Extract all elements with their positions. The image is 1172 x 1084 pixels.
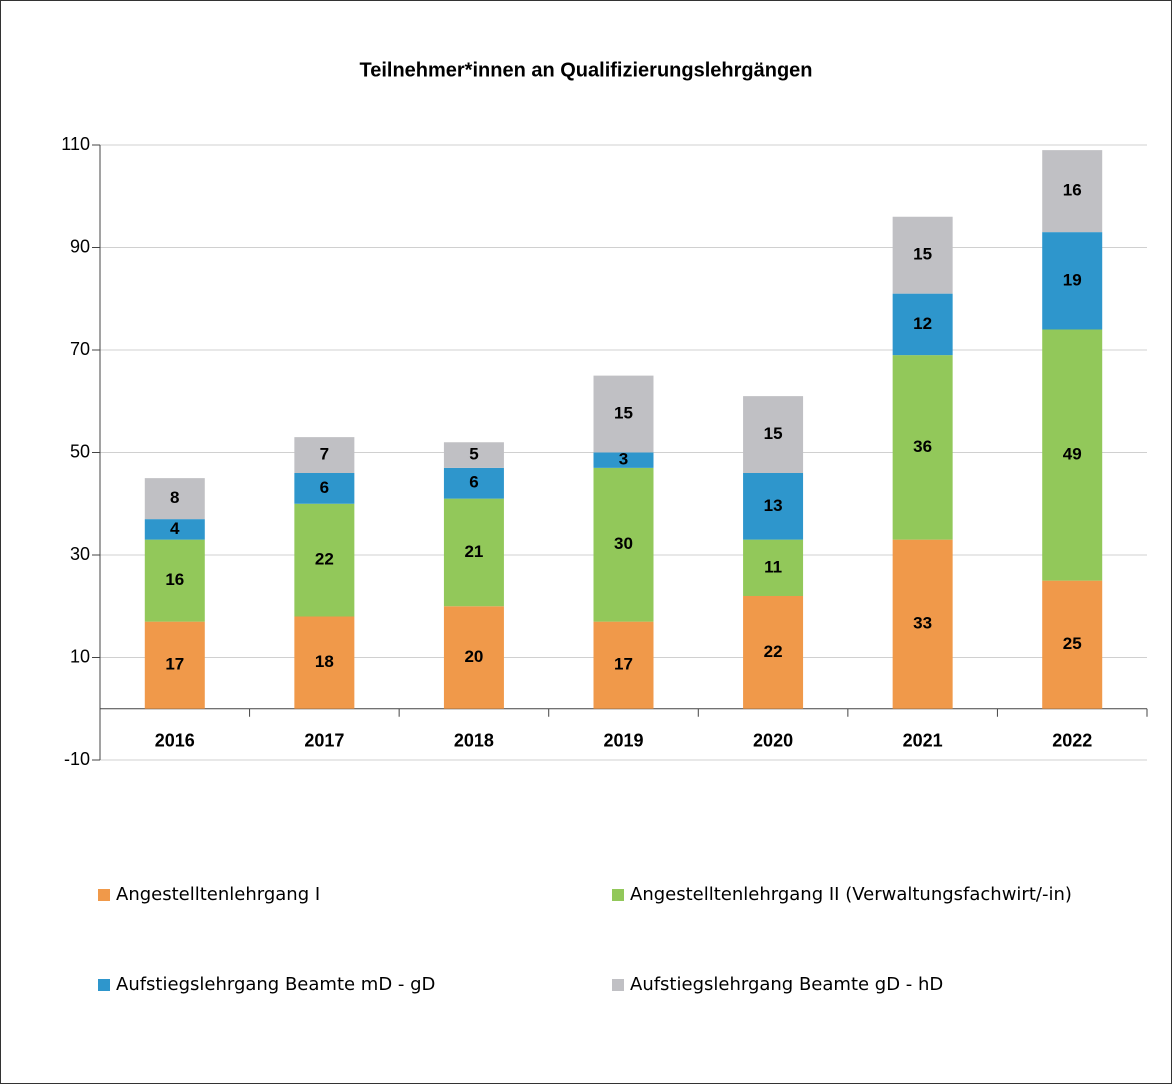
bar-segment <box>294 473 355 504</box>
bar-segment <box>892 216 953 294</box>
x-tick-label: 2016 <box>155 731 195 751</box>
y-tick-label: 50 <box>70 441 90 461</box>
data-label: 22 <box>764 642 783 661</box>
data-label: 25 <box>1063 634 1082 653</box>
y-tick-label: -10 <box>64 749 90 769</box>
bar-segment <box>892 539 953 709</box>
bar-segment <box>593 467 654 622</box>
bar-segment <box>443 442 504 468</box>
data-label: 8 <box>170 488 179 507</box>
bar-segment <box>743 396 804 473</box>
y-tick-label: 30 <box>70 544 90 564</box>
bar-segment <box>593 621 654 709</box>
data-label: 7 <box>320 445 329 464</box>
x-tick-label: 2021 <box>903 731 943 751</box>
data-label: 20 <box>464 647 483 666</box>
bar-segment <box>294 616 355 709</box>
data-label: 17 <box>165 655 184 674</box>
legend-swatch <box>612 889 624 901</box>
bar-segment <box>294 503 355 617</box>
legend-swatch <box>98 979 110 991</box>
legend-label: Angestelltenlehrgang II (Verwaltungsfach… <box>630 884 1072 905</box>
data-label: 5 <box>469 445 478 464</box>
legend-label: Angestelltenlehrgang I <box>116 884 320 905</box>
data-label: 3 <box>619 450 628 469</box>
data-label: 4 <box>170 519 180 538</box>
data-label: 19 <box>1063 270 1082 289</box>
data-label: 21 <box>464 542 483 561</box>
legend-label: Aufstiegslehrgang Beamte mD - gD <box>116 974 435 995</box>
data-label: 15 <box>614 404 633 423</box>
data-label: 11 <box>764 557 782 576</box>
bar-segment <box>1042 232 1103 330</box>
data-label: 33 <box>913 614 932 633</box>
bar-segment <box>1042 150 1103 233</box>
bar-segment <box>144 539 205 622</box>
data-label: 15 <box>913 245 932 264</box>
bar-segment <box>1042 580 1103 709</box>
legend-swatch <box>612 979 624 991</box>
bar-segment <box>593 452 654 468</box>
x-tick-label: 2019 <box>603 731 643 751</box>
bar-segment <box>443 498 504 607</box>
legend-label: Aufstiegslehrgang Beamte gD - hD <box>630 974 943 995</box>
data-label: 15 <box>764 424 783 443</box>
data-label: 30 <box>614 534 633 553</box>
data-label: 6 <box>320 478 329 497</box>
y-tick-label: 10 <box>70 646 90 666</box>
bar-segment <box>443 606 504 709</box>
x-tick-label: 2020 <box>753 731 793 751</box>
bar-segment <box>892 293 953 356</box>
bar-segment <box>443 467 504 499</box>
y-tick-label: 110 <box>61 134 90 154</box>
bar-segment <box>294 437 355 473</box>
x-tick-label: 2018 <box>454 731 494 751</box>
data-label: 16 <box>1063 181 1082 200</box>
bar-segment <box>743 539 804 596</box>
bar-segment <box>144 478 205 520</box>
bar-segment <box>593 375 654 453</box>
data-label: 49 <box>1063 445 1082 464</box>
chart-title: Teilnehmer*innen an Qualifizierungslehrg… <box>359 59 812 81</box>
data-label: 36 <box>913 437 932 456</box>
bar-segment <box>144 519 205 540</box>
bar-segment <box>743 473 804 540</box>
data-label: 18 <box>315 652 334 671</box>
data-label: 17 <box>614 655 633 674</box>
data-label: 6 <box>469 473 478 492</box>
data-label: 12 <box>913 314 932 333</box>
y-tick-label: 70 <box>70 339 90 359</box>
data-label: 13 <box>764 496 783 515</box>
data-label: 22 <box>315 550 334 569</box>
x-tick-label: 2017 <box>304 731 344 751</box>
y-tick-label: 90 <box>70 236 90 256</box>
bar-segment <box>1042 329 1103 581</box>
legend-swatch <box>98 889 110 901</box>
data-label: 16 <box>165 570 184 589</box>
bar-segment <box>144 621 205 709</box>
bar-segment <box>743 596 804 709</box>
x-tick-label: 2022 <box>1052 731 1092 751</box>
bar-segment <box>892 355 953 540</box>
